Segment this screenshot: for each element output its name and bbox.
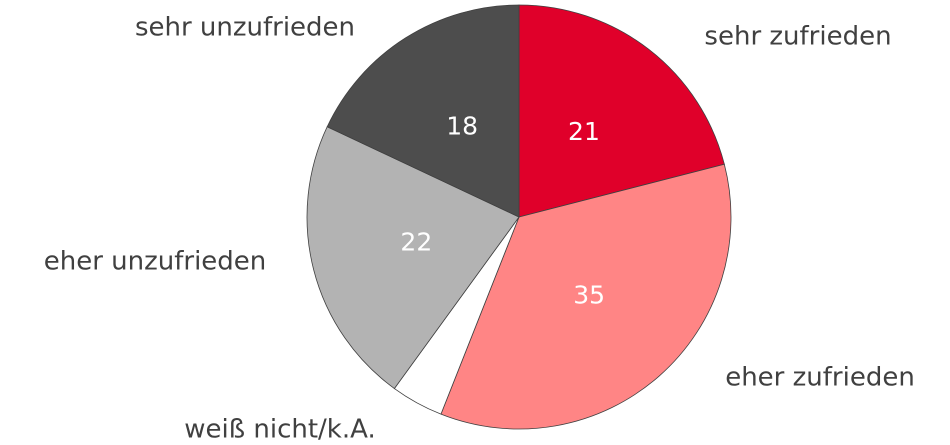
pie-slice bbox=[518, 4, 725, 218]
category-label: eher zufrieden bbox=[725, 363, 915, 393]
value-label: 18 bbox=[446, 112, 478, 141]
pie-slice bbox=[440, 163, 732, 430]
category-label: weiß nicht/k.A. bbox=[184, 415, 375, 445]
value-label: 21 bbox=[568, 117, 600, 146]
pie-slice bbox=[326, 4, 520, 218]
value-label: 35 bbox=[573, 281, 605, 310]
value-label: 22 bbox=[400, 227, 432, 256]
category-label: eher unzufrieden bbox=[44, 247, 267, 277]
category-label: sehr zufrieden bbox=[704, 22, 891, 52]
category-label: sehr unzufrieden bbox=[135, 13, 355, 43]
